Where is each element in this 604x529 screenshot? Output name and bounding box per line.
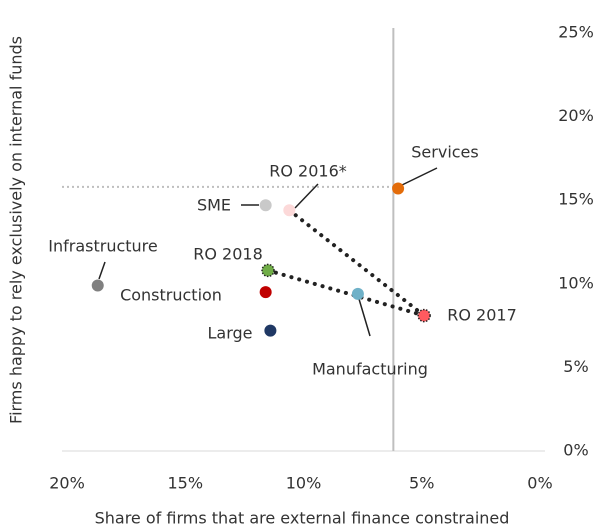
point-label: RO 2016*: [269, 162, 347, 181]
point-label: Construction: [120, 286, 222, 305]
leader-line: [401, 167, 438, 186]
y-tick-label: 20%: [558, 106, 594, 125]
point-label: RO 2017: [447, 306, 517, 325]
point: [264, 324, 277, 337]
y-tick-label: 15%: [558, 190, 594, 209]
point-label: Infrastructure: [48, 237, 157, 256]
x-axis-label: Share of firms that are external finance…: [95, 509, 510, 528]
point-label: Large: [207, 324, 252, 343]
point: [91, 279, 104, 292]
trajectory-line: [287, 208, 427, 318]
point: [283, 204, 296, 217]
x-tick-label: 10%: [286, 474, 322, 493]
x-tick-label: 5%: [409, 474, 434, 493]
leader-line: [358, 298, 371, 337]
point: [259, 286, 272, 299]
point-label: RO 2018: [193, 245, 263, 264]
point-label: SME: [197, 196, 231, 215]
y-tick-label: 25%: [558, 23, 594, 42]
y-tick-label: 0%: [563, 441, 588, 460]
point: [417, 308, 431, 323]
point: [392, 182, 405, 195]
point-label: Services: [411, 143, 478, 162]
y-axis-label: Firms happy to rely exclusively on inter…: [7, 36, 26, 424]
x-tick-label: 20%: [49, 474, 85, 493]
leader-line: [98, 261, 106, 280]
point: [259, 199, 272, 212]
x-tick-label: 0%: [527, 474, 552, 493]
y-tick-label: 5%: [563, 357, 588, 376]
point: [351, 287, 364, 300]
x-tick-label: 15%: [167, 474, 203, 493]
point-label: Manufacturing: [312, 360, 428, 379]
leader-line: [294, 183, 319, 209]
trajectory-line: [266, 268, 427, 318]
point: [261, 263, 275, 278]
y-tick-label: 10%: [558, 273, 594, 292]
